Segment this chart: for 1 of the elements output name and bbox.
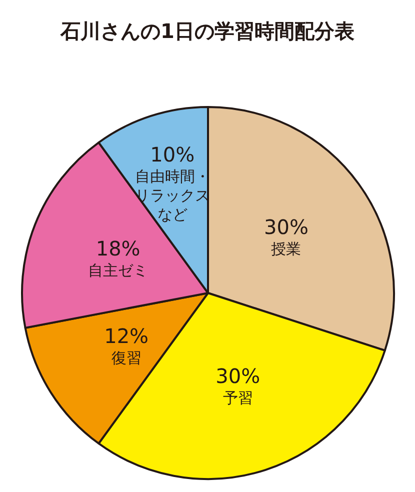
- title: 石川さんの1日の学習時間配分表: [60, 19, 354, 43]
